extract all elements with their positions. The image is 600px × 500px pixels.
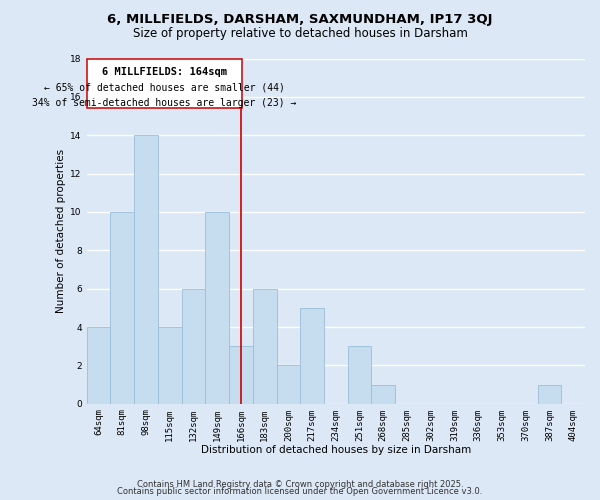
Text: Contains HM Land Registry data © Crown copyright and database right 2025.: Contains HM Land Registry data © Crown c… — [137, 480, 463, 489]
Bar — [300, 308, 324, 404]
Text: 6 MILLFIELDS: 164sqm: 6 MILLFIELDS: 164sqm — [102, 67, 227, 77]
FancyBboxPatch shape — [86, 58, 242, 108]
Bar — [277, 366, 300, 404]
Bar — [253, 288, 277, 404]
Y-axis label: Number of detached properties: Number of detached properties — [56, 149, 66, 313]
Bar — [86, 327, 110, 404]
Bar — [158, 327, 182, 404]
Bar — [229, 346, 253, 404]
Text: 34% of semi-detached houses are larger (23) →: 34% of semi-detached houses are larger (… — [32, 98, 296, 108]
Bar — [371, 384, 395, 404]
X-axis label: Distribution of detached houses by size in Darsham: Distribution of detached houses by size … — [201, 445, 471, 455]
Bar — [182, 288, 205, 404]
Text: Size of property relative to detached houses in Darsham: Size of property relative to detached ho… — [133, 28, 467, 40]
Text: 6, MILLFIELDS, DARSHAM, SAXMUNDHAM, IP17 3QJ: 6, MILLFIELDS, DARSHAM, SAXMUNDHAM, IP17… — [107, 12, 493, 26]
Bar — [538, 384, 561, 404]
Text: ← 65% of detached houses are smaller (44): ← 65% of detached houses are smaller (44… — [44, 82, 285, 92]
Bar — [134, 135, 158, 404]
Bar — [110, 212, 134, 404]
Bar — [347, 346, 371, 404]
Text: Contains public sector information licensed under the Open Government Licence v3: Contains public sector information licen… — [118, 487, 482, 496]
Bar — [205, 212, 229, 404]
